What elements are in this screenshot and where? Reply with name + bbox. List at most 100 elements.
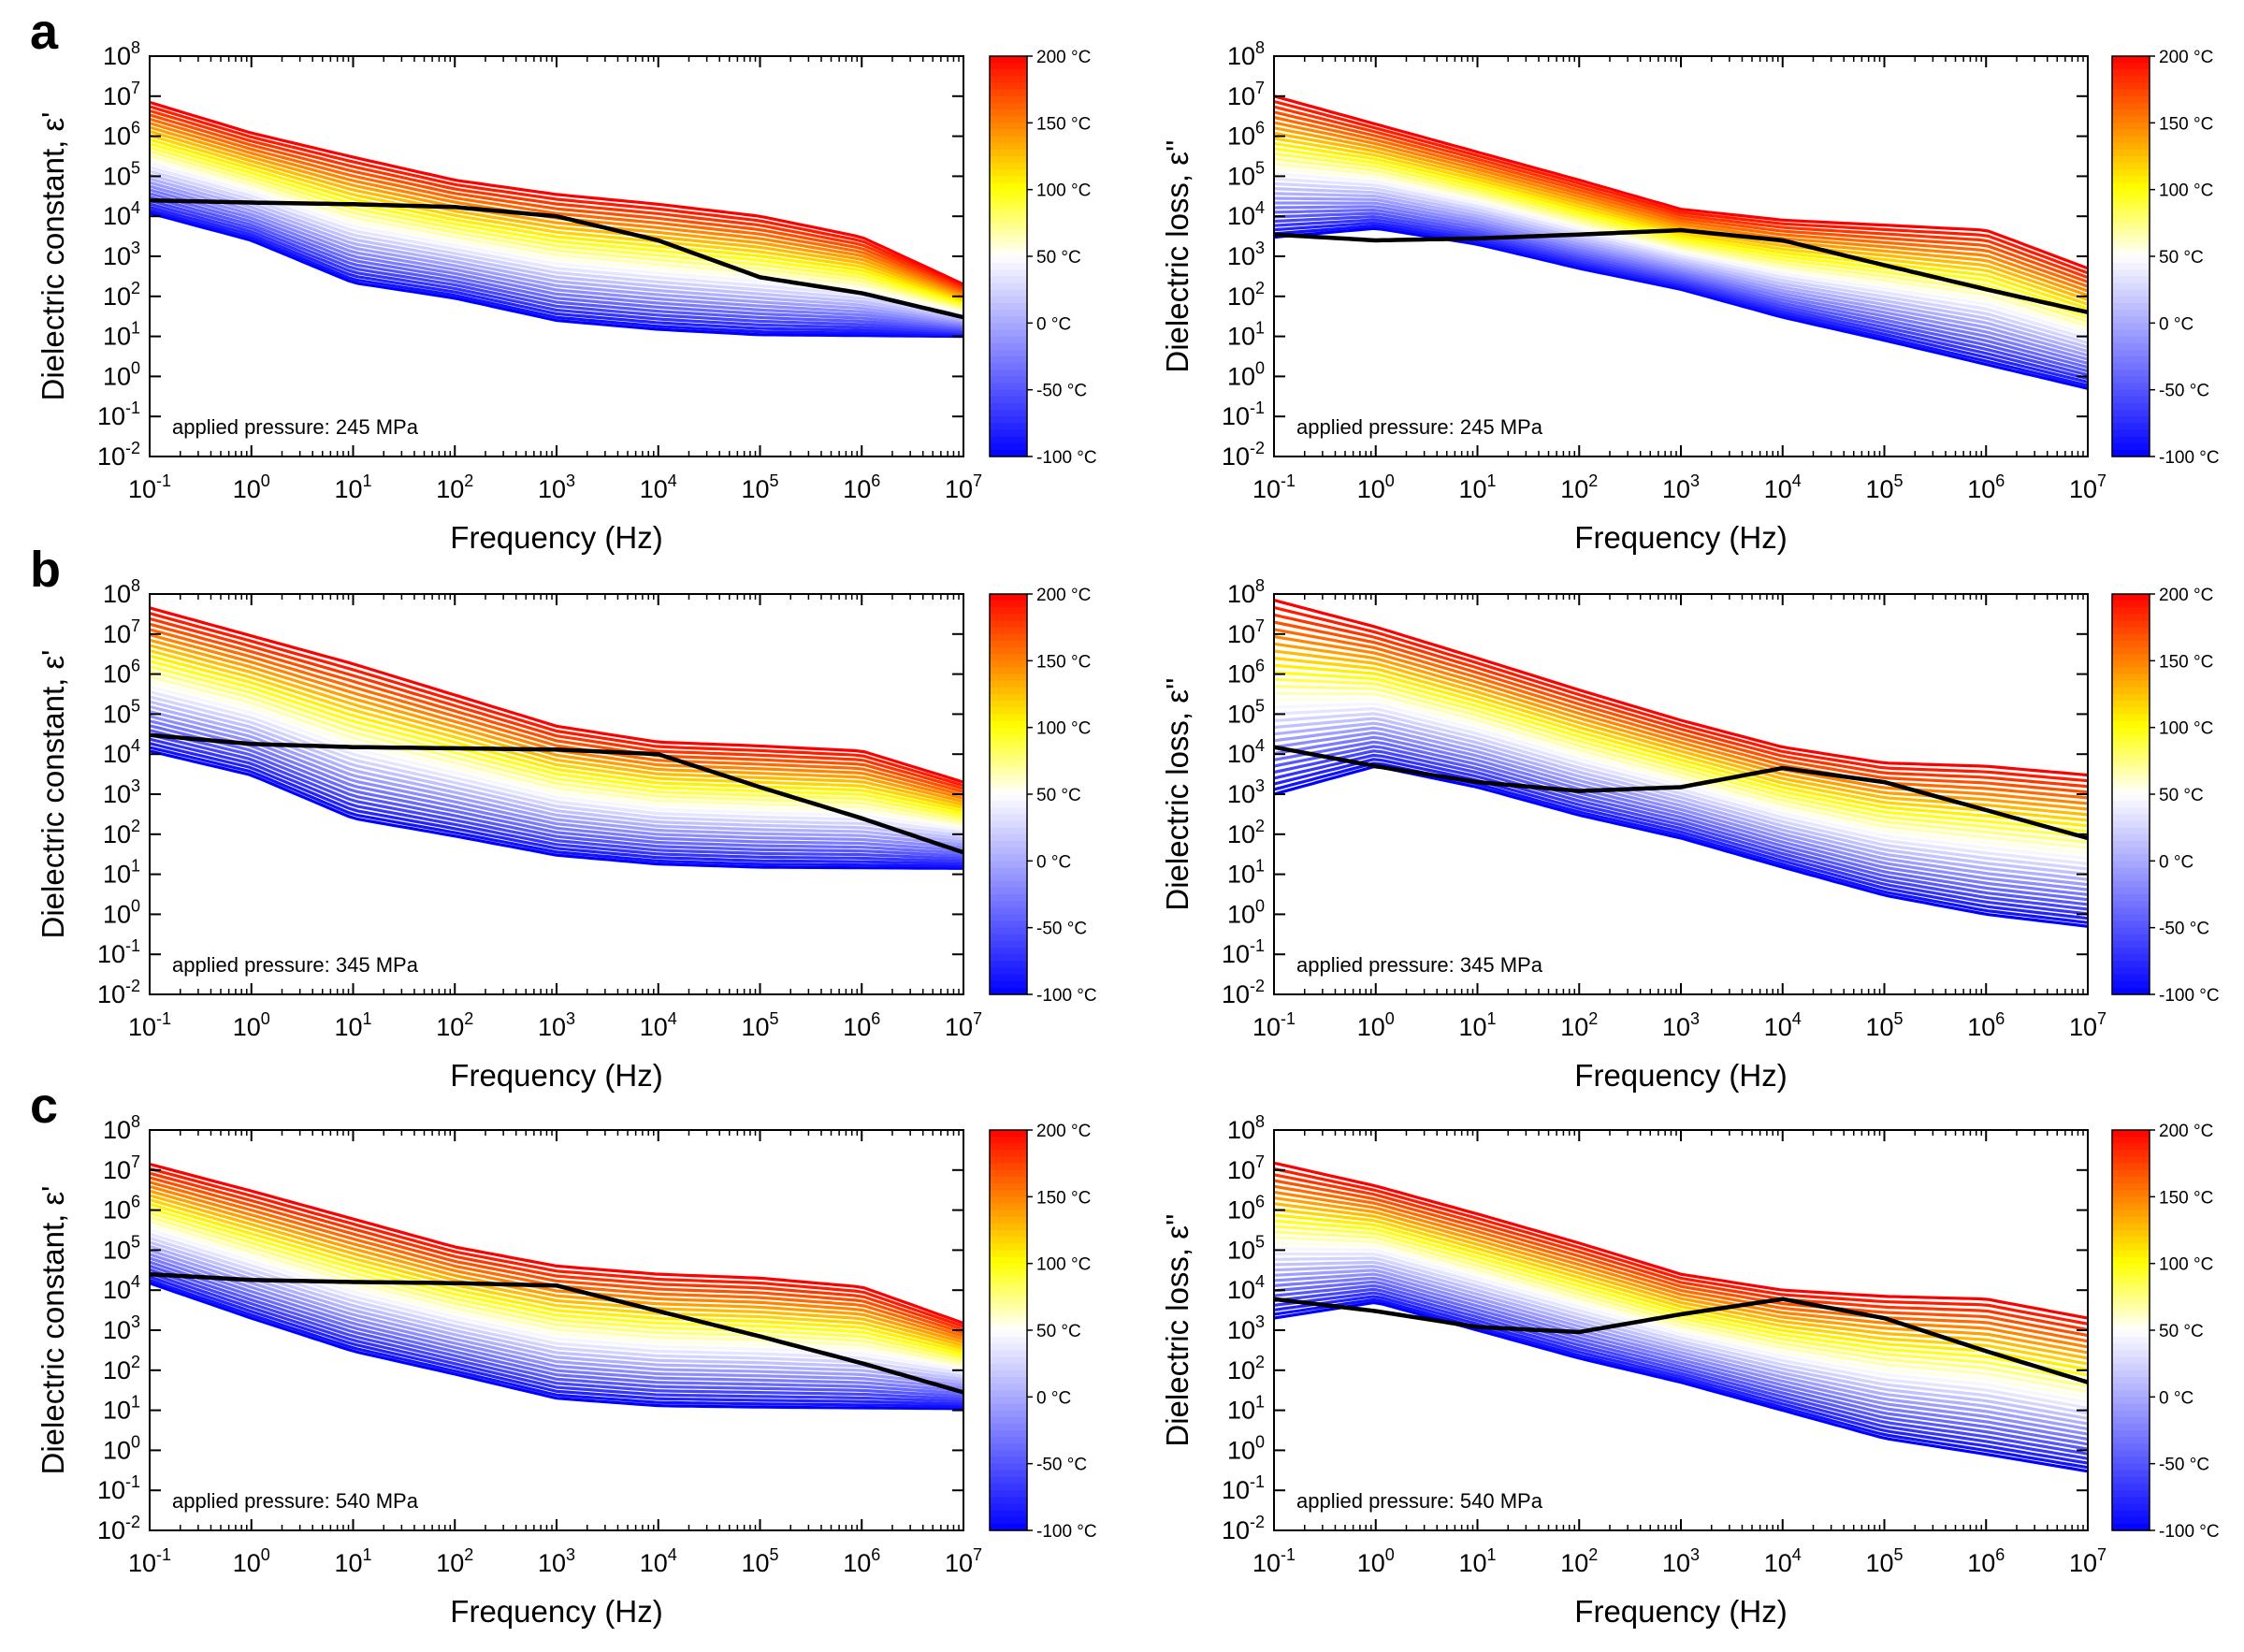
- y-tick-label: 10-2: [97, 439, 140, 471]
- temperature-curve: [1273, 1213, 2089, 1371]
- temperature-curve: [1273, 1225, 2089, 1383]
- x-tick-label: 105: [1865, 471, 1903, 503]
- x-tick-label: 103: [1662, 1009, 1700, 1041]
- x-tick-label: 104: [640, 471, 677, 503]
- colorbar-band: [2112, 302, 2150, 311]
- colorbar-band: [990, 210, 1027, 217]
- x-tick-label: 106: [843, 1009, 880, 1041]
- temperature-curve: [149, 729, 964, 858]
- y-tick-label: 101: [1227, 857, 1265, 889]
- colorbar-band: [2112, 69, 2150, 77]
- x-tick-label: 100: [233, 471, 270, 503]
- temperature-curve: [1273, 1276, 2089, 1442]
- temperature-curve: [149, 177, 964, 322]
- temperature-curve: [1273, 137, 2089, 306]
- colorbar-band: [2112, 647, 2150, 655]
- x-tick-label: 102: [1560, 1545, 1598, 1577]
- temperature-curve: [1273, 1161, 2089, 1320]
- x-tick-label: 101: [334, 1009, 371, 1041]
- colorbar: 200 °C 150 °C 100 °C 50 °C 0 °C -50 °C -100 °C: [989, 586, 1097, 1006]
- colorbar-band: [2112, 249, 2150, 257]
- temperature-curve: [149, 202, 964, 334]
- colorbar-band: [2112, 1497, 2150, 1505]
- colorbar: 200 °C 150 °C 100 °C 50 °C 0 °C -50 °C -100 °C: [989, 48, 1097, 468]
- temperature-curve: [1273, 94, 2089, 270]
- colorbar-band: [990, 787, 1027, 795]
- colorbar-band: [2112, 660, 2150, 669]
- colorbar-band: [2112, 934, 2150, 942]
- colorbar-band: [2112, 169, 2150, 177]
- colorbar-band: [990, 442, 1027, 451]
- temperature-curve: [149, 100, 964, 286]
- curve-family: [1273, 94, 2089, 390]
- x-axis-title: Frequency (Hz): [1574, 1594, 1787, 1629]
- colorbar-band: [2112, 907, 2150, 915]
- curve-family: [1273, 599, 2089, 928]
- colorbar-band: [990, 1330, 1027, 1338]
- temperature-curve: [149, 742, 964, 866]
- temperature-curve: [149, 616, 964, 790]
- colorbar-band: [990, 342, 1027, 351]
- colorbar-band: [2112, 76, 2150, 84]
- colorbar-band: [990, 1397, 1027, 1405]
- colorbar-band: [990, 720, 1027, 729]
- colorbar-band: [990, 660, 1027, 669]
- y-tick-label: 100: [1227, 358, 1265, 390]
- colorbar-band: [990, 954, 1027, 962]
- colorbar-band: [990, 123, 1027, 131]
- temperature-curve: [149, 138, 964, 304]
- colorbar-band: [990, 820, 1027, 829]
- colorbar-label: 150 °C: [1036, 114, 1091, 134]
- temperature-curve: [1273, 706, 2089, 865]
- colorbar-band: [2112, 767, 2150, 775]
- colorbar-band: [990, 416, 1027, 424]
- colorbar-band: [2112, 1190, 2150, 1197]
- temperature-curve: [1273, 221, 2089, 384]
- temperature-curve: [149, 211, 964, 339]
- colorbar-band: [990, 296, 1027, 304]
- temperature-curve: [1273, 1196, 2089, 1355]
- x-tick-label: 102: [436, 1545, 473, 1577]
- colorbar-band: [2112, 1484, 2150, 1491]
- colorbar-band: [990, 1143, 1027, 1151]
- colorbar-band: [2112, 1490, 2150, 1498]
- colorbar-band: [2112, 940, 2150, 949]
- colorbar-label: -100 °C: [1036, 448, 1097, 468]
- colorbar-band: [2112, 787, 2150, 795]
- colorbar-band: [990, 901, 1027, 908]
- colorbar-band: [2112, 289, 2150, 297]
- colorbar-band: [990, 236, 1027, 244]
- temperature-curve: [149, 113, 964, 292]
- colorbar-band: [2112, 123, 2150, 131]
- colorbar-band: [990, 316, 1027, 324]
- colorbar-band: [990, 1223, 1027, 1231]
- temperature-curve: [1273, 1241, 2089, 1399]
- colorbar-band: [990, 229, 1027, 238]
- colorbar-band: [990, 370, 1027, 377]
- x-tick-label: 107: [945, 1009, 982, 1041]
- colorbar-band: [2112, 761, 2150, 769]
- temperature-curve: [1273, 620, 2089, 794]
- colorbar-band: [2112, 833, 2150, 842]
- colorbar-label: 50 °C: [2159, 786, 2204, 805]
- colorbar-band: [2112, 880, 2150, 889]
- temperature-curve: [149, 1260, 964, 1396]
- colorbar-label: -50 °C: [1036, 920, 1087, 939]
- temperature-curve: [149, 1282, 963, 1411]
- colorbar-band: [2112, 316, 2150, 324]
- colorbar: 200 °C 150 °C 100 °C 50 °C 0 °C -50 °C -100 °C: [989, 1122, 1097, 1542]
- y-tick-label: 105: [1227, 696, 1265, 728]
- colorbar-band: [990, 1497, 1027, 1505]
- colorbar-band: [990, 189, 1027, 197]
- temperature-curve: [1273, 126, 2089, 297]
- colorbar-band: [2112, 1176, 2150, 1184]
- y-tick-label: 106: [1227, 119, 1265, 151]
- y-tick-label: 101: [1227, 319, 1265, 351]
- colorbar-band: [2112, 1196, 2150, 1205]
- colorbar-band: [2112, 1403, 2150, 1412]
- colorbar-band: [2112, 954, 2150, 962]
- colorbar-band: [2112, 1390, 2150, 1398]
- temperature-curve: [149, 109, 964, 290]
- temperature-curve: [1273, 99, 2089, 275]
- colorbar-band: [990, 687, 1027, 695]
